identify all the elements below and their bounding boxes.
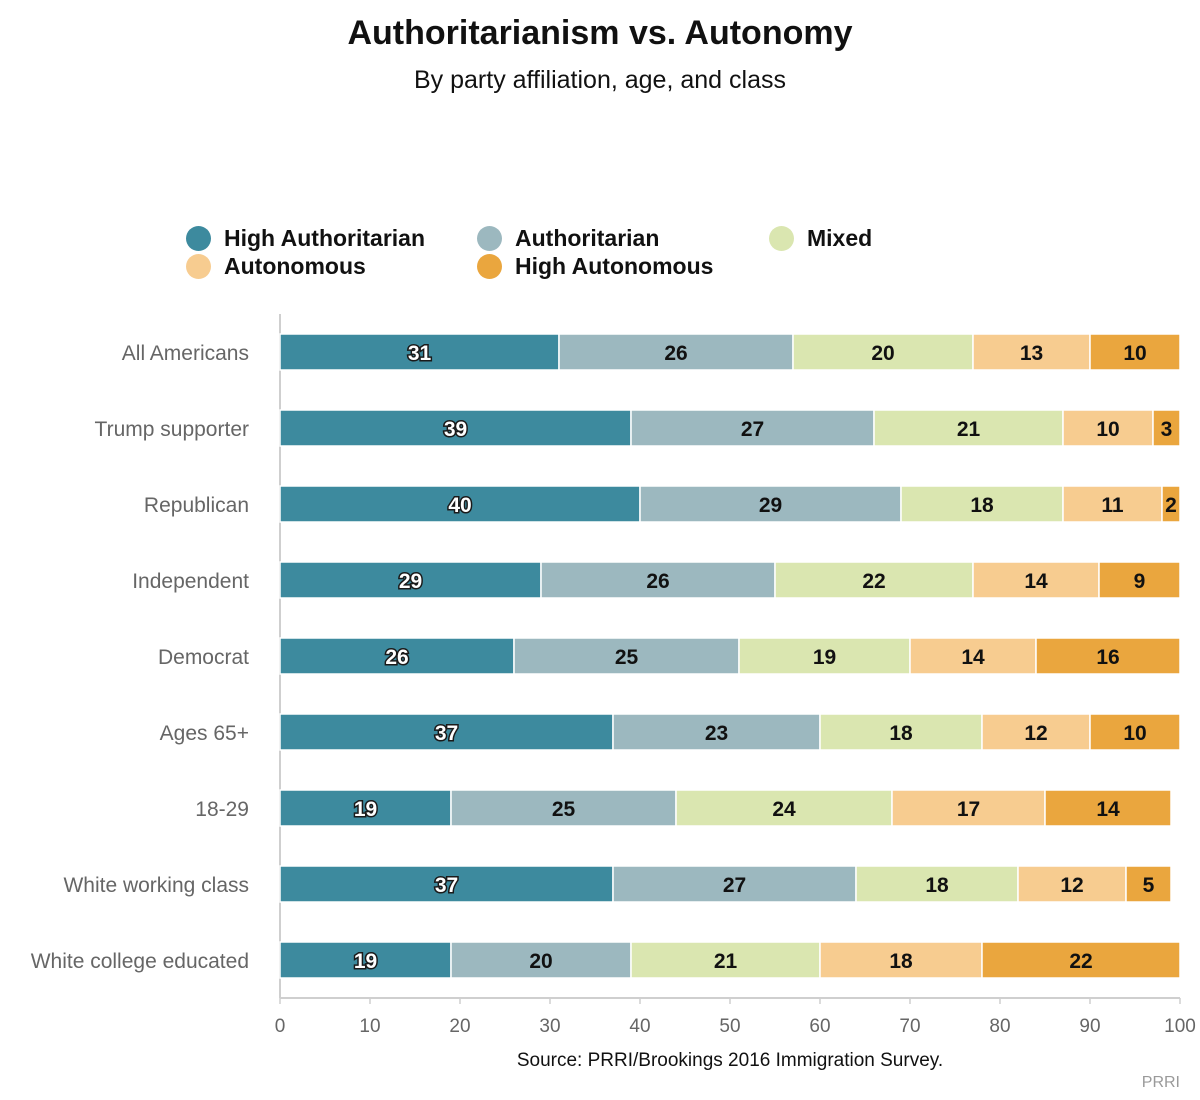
category-label-independent: Independent	[132, 570, 249, 593]
data-label-18-29-high-autonomous: 14	[1096, 798, 1120, 821]
stacked-bar-chart: 0 10 20 30 40 50 60 70 80 90 100 All Americans 31 26 2…	[0, 0, 1200, 1100]
data-label-independent-autonomous: 14	[1024, 570, 1048, 593]
data-label-white-college-educated-high-authoritarian: 19	[354, 950, 377, 973]
data-label-democrat-high-authoritarian: 26	[385, 646, 408, 669]
data-label-trump-supporter-authoritarian: 27	[741, 418, 764, 441]
category-label-white-working-class: White working class	[63, 874, 249, 897]
source-note: Source: PRRI/Brookings 2016 Immigration …	[280, 1050, 1180, 1072]
data-label-republican-mixed: 18	[970, 494, 994, 517]
data-label-white-working-class-autonomous: 12	[1060, 874, 1083, 897]
data-label-republican-high-autonomous: 2	[1165, 494, 1177, 517]
data-label-democrat-mixed: 19	[813, 646, 836, 669]
data-label-democrat-autonomous: 14	[961, 646, 985, 669]
data-label-all-americans-authoritarian: 26	[664, 342, 687, 365]
brand-label: PRRI	[1142, 1074, 1180, 1092]
data-label-white-working-class-high-authoritarian: 37	[435, 874, 458, 897]
category-label-white-college-educated: White college educated	[31, 950, 249, 973]
data-label-republican-high-authoritarian: 40	[448, 494, 471, 517]
data-label-white-working-class-authoritarian: 27	[723, 874, 746, 897]
data-label-independent-mixed: 22	[862, 570, 885, 593]
x-tick-label-70: 70	[899, 1016, 920, 1037]
data-label-ages-65-mixed: 18	[889, 722, 913, 745]
data-label-18-29-mixed: 24	[772, 798, 796, 821]
data-label-trump-supporter-high-autonomous: 3	[1161, 418, 1173, 441]
data-label-18-29-autonomous: 17	[957, 798, 980, 821]
data-label-republican-autonomous: 11	[1101, 494, 1124, 517]
x-tick-label-40: 40	[629, 1016, 650, 1037]
data-label-independent-high-authoritarian: 29	[399, 570, 422, 593]
x-tick-label-90: 90	[1079, 1016, 1100, 1037]
data-label-ages-65-high-authoritarian: 37	[435, 722, 458, 745]
x-tick-label-30: 30	[539, 1016, 560, 1037]
x-tick-label-60: 60	[809, 1016, 830, 1037]
data-label-white-college-educated-high-autonomous: 22	[1069, 950, 1092, 973]
data-label-all-americans-high-authoritarian: 31	[408, 342, 432, 365]
data-label-trump-supporter-high-authoritarian: 39	[444, 418, 467, 441]
data-label-white-college-educated-mixed: 21	[714, 950, 738, 973]
data-label-white-college-educated-authoritarian: 20	[529, 950, 552, 973]
data-label-ages-65-autonomous: 12	[1024, 722, 1047, 745]
data-label-democrat-high-autonomous: 16	[1096, 646, 1119, 669]
x-tick-label-10: 10	[359, 1016, 380, 1037]
data-label-18-29-high-authoritarian: 19	[354, 798, 377, 821]
category-label-ages-65: Ages 65+	[160, 722, 249, 745]
x-tick-label-50: 50	[719, 1016, 740, 1037]
data-label-18-29-authoritarian: 25	[552, 798, 576, 821]
x-tick-label-0: 0	[275, 1016, 286, 1037]
category-label-all-americans: All Americans	[122, 342, 249, 365]
data-label-trump-supporter-autonomous: 10	[1096, 418, 1119, 441]
data-label-all-americans-high-autonomous: 10	[1123, 342, 1146, 365]
category-label-republican: Republican	[144, 494, 249, 517]
category-label-18-29: 18-29	[195, 798, 249, 821]
category-label-trump-supporter: Trump supporter	[95, 418, 249, 441]
data-label-trump-supporter-mixed: 21	[957, 418, 981, 441]
category-label-democrat: Democrat	[158, 646, 249, 669]
data-label-white-working-class-high-autonomous: 5	[1143, 874, 1155, 897]
data-label-independent-high-autonomous: 9	[1134, 570, 1146, 593]
data-label-ages-65-high-autonomous: 10	[1123, 722, 1146, 745]
data-label-democrat-authoritarian: 25	[615, 646, 639, 669]
data-label-republican-authoritarian: 29	[759, 494, 782, 517]
x-tick-label-100: 100	[1164, 1016, 1196, 1037]
data-label-all-americans-mixed: 20	[871, 342, 894, 365]
x-tick-label-20: 20	[449, 1016, 470, 1037]
data-label-all-americans-autonomous: 13	[1020, 342, 1043, 365]
data-label-independent-authoritarian: 26	[646, 570, 669, 593]
data-label-white-working-class-mixed: 18	[925, 874, 949, 897]
data-label-white-college-educated-autonomous: 18	[889, 950, 913, 973]
data-label-ages-65-authoritarian: 23	[705, 722, 728, 745]
x-tick-label-80: 80	[989, 1016, 1010, 1037]
